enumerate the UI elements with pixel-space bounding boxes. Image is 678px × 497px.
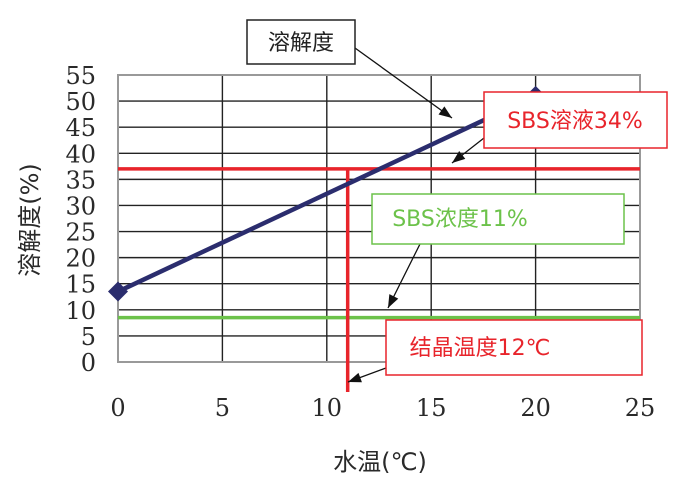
x-tick-label: 25: [625, 394, 656, 422]
plot-frame: [117, 74, 641, 363]
x-axis-ticks: 0 5 10 15 20 25: [110, 394, 655, 422]
y-tick-label: 50: [65, 88, 96, 116]
x-tick-label: 10: [312, 394, 343, 422]
y-tick-label: 40: [65, 140, 96, 168]
arrow-icon: [451, 137, 485, 164]
y-tick-label: 10: [65, 297, 96, 325]
y-tick-label: 35: [65, 166, 96, 194]
series-line: [117, 93, 537, 294]
y-tick-label: 20: [65, 245, 96, 273]
annotation-arrows: [347, 47, 485, 383]
y-tick-label: 30: [65, 192, 96, 220]
y-axis-title: 溶解度(%): [16, 163, 44, 277]
y-tick-label: 55: [65, 62, 96, 90]
x-tick-label: 0: [110, 394, 125, 422]
series-point: [108, 281, 128, 302]
x-tick-label: 20: [520, 394, 551, 422]
arrow-icon: [387, 243, 421, 309]
arrow-icon: [347, 367, 387, 383]
y-tick-label: 0: [81, 349, 96, 377]
x-tick-label: 15: [416, 394, 447, 422]
y-tick-label: 5: [81, 323, 96, 351]
y-tick-label: 45: [65, 114, 96, 142]
annotation-solubility: 溶解度: [246, 19, 356, 65]
y-tick-label: 15: [65, 271, 96, 299]
annotation-crystal-temp-label: 结晶温度12℃: [410, 336, 551, 361]
annotation-solubility-label: 溶解度: [268, 31, 334, 56]
annotation-sbs-solution-label: SBS溶液34%: [507, 109, 643, 134]
arrow-icon: [354, 47, 453, 119]
annotation-sbs-solution: SBS溶液34%: [483, 91, 668, 149]
annotation-crystal-temp: 结晶温度12℃: [385, 319, 643, 376]
annotation-sbs-concentration: SBS浓度11%: [371, 193, 625, 245]
x-tick-label: 5: [215, 394, 230, 422]
x-axis-title: 水温(℃): [333, 448, 427, 476]
annotation-sbs-concentration-label: SBS浓度11%: [392, 207, 528, 232]
y-tick-label: 25: [65, 219, 96, 247]
